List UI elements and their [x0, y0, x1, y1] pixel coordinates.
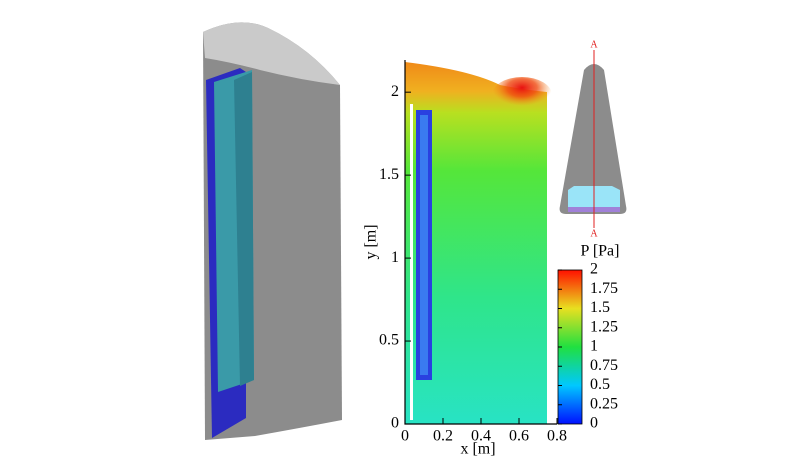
colorbar-tick-label: 1 — [590, 338, 598, 355]
cross-section — [559, 50, 627, 228]
y-tick-label: 1.5 — [379, 166, 399, 183]
section-label: A — [590, 39, 598, 50]
y-tick-label: 0.5 — [379, 332, 399, 349]
x-tick-label: 0 — [401, 428, 409, 445]
x-tick-label: 0.2 — [433, 428, 453, 445]
colorbar-tick-label: 1.5 — [590, 299, 610, 316]
colorbar-tick-label: 0 — [590, 415, 598, 432]
render-3d — [203, 22, 342, 440]
x-tick-label: 0.8 — [547, 428, 567, 445]
colorbar-tick-label: 0.75 — [590, 357, 618, 374]
y-tick-label: 1 — [391, 249, 399, 266]
section-label: A — [590, 228, 598, 239]
colorbar-tick-label: 2 — [590, 261, 598, 278]
colorbar-tick-label: 1.75 — [590, 280, 618, 297]
y-tick-label: 2 — [391, 83, 399, 100]
colorbar-tick-label: 1.25 — [590, 318, 618, 335]
x-tick-label: 0.6 — [509, 428, 529, 445]
x-axis-label: x [m] — [460, 441, 495, 458]
colorbar-label: P [Pa] — [581, 243, 620, 260]
y-tick-label: 0 — [391, 415, 399, 432]
x-tick-label: 0.4 — [471, 428, 491, 445]
colorbar-tick-label: 0.5 — [590, 376, 610, 393]
pressure-field — [405, 62, 552, 424]
y-axis-label: y [m] — [363, 224, 380, 259]
colorbar-tick-label: 0.25 — [590, 395, 618, 412]
